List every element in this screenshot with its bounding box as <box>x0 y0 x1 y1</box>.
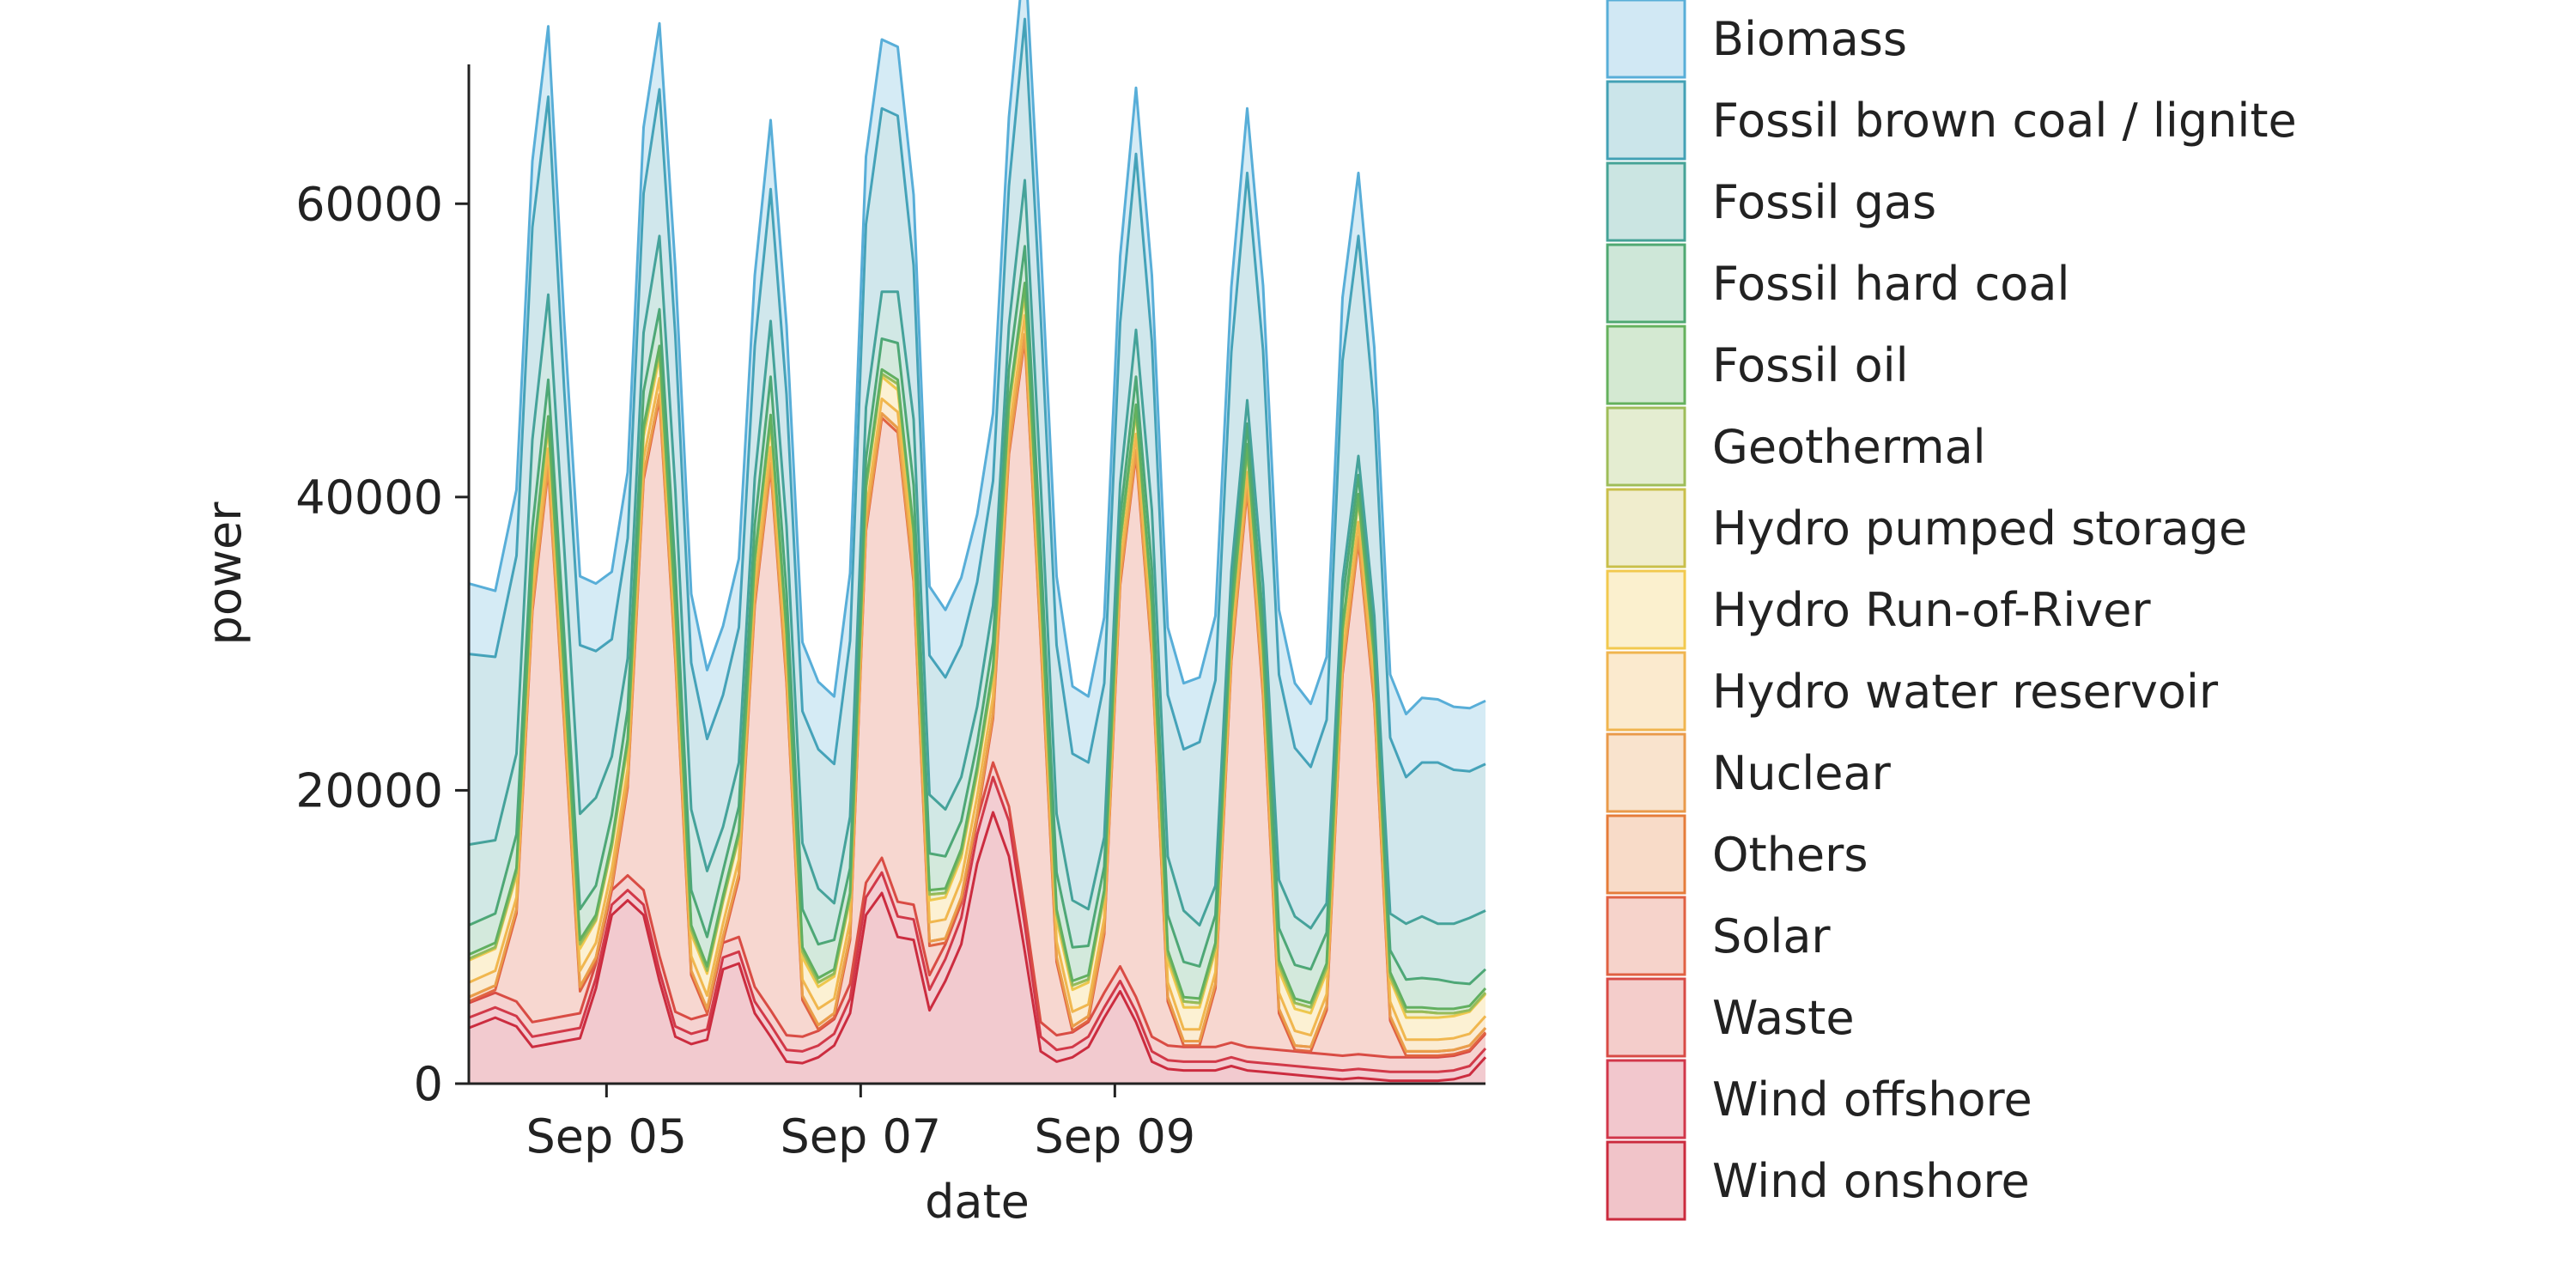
legend-swatch <box>1606 651 1686 732</box>
line-wind-onshore <box>468 811 1487 1083</box>
line-fossil-gas <box>468 179 1486 930</box>
line-biomass <box>468 0 1486 716</box>
legend-label: Wind offshore <box>1712 1072 2032 1127</box>
legend-swatch <box>1606 80 1686 161</box>
line-fossil-brown-coal-lignite <box>468 17 1486 779</box>
area-solar <box>469 338 1485 1058</box>
legend-label: Solar <box>1712 909 1831 963</box>
legend-swatch <box>1606 161 1686 242</box>
legend-label: Hydro water reservoir <box>1712 665 2219 719</box>
legend-label: Fossil oil <box>1712 338 1909 392</box>
x-tick-label: Sep 09 <box>1035 1109 1196 1163</box>
legend-item-waste: Waste <box>1606 977 1855 1058</box>
line-fossil-hard-coal <box>468 245 1487 986</box>
legend-item-solar: Solar <box>1606 896 1831 976</box>
legend-item-geothermal: Geothermal <box>1606 406 1986 487</box>
x-tick-label: Sep 05 <box>526 1109 688 1163</box>
legend-label: Wind onshore <box>1712 1154 2030 1208</box>
legend: Biomass Fossil brown coal / lignite Fossil… <box>1606 0 2297 1221</box>
legend-swatch <box>1606 0 1686 79</box>
legend-item-fossil-brown-coal-lignite: Fossil brown coal / lignite <box>1606 80 2297 161</box>
legend-item-fossil-oil: Fossil oil <box>1606 325 1909 405</box>
line-waste <box>468 761 1487 1059</box>
y-tick-label: 60000 <box>295 177 443 231</box>
x-tick-label: Sep 07 <box>781 1109 942 1163</box>
line-fossil-oil <box>468 282 1487 1011</box>
legend-item-biomass: Biomass <box>1606 0 1907 79</box>
y-tick-label: 40000 <box>295 471 443 525</box>
area-fossil-brown-coal-lignite <box>469 19 1485 929</box>
y-tick-label: 0 <box>414 1057 443 1111</box>
legend-swatch <box>1606 814 1686 895</box>
legend-label: Others <box>1712 828 1868 882</box>
legend-item-wind-onshore: Wind onshore <box>1606 1140 2030 1221</box>
legend-swatch <box>1606 488 1686 568</box>
x-ticks: Sep 05 Sep 07 Sep 09 <box>526 1084 1196 1163</box>
legend-swatch <box>1606 243 1686 324</box>
y-ticks: 0 20000 40000 60000 <box>295 177 469 1111</box>
area-wind-onshore <box>469 812 1485 1084</box>
legend-item-hydro-run-of-river: Hydro Run-of-River <box>1606 569 2151 650</box>
legend-swatch <box>1606 732 1686 813</box>
legend-label: Geothermal <box>1712 420 1986 474</box>
line-nuclear <box>468 332 1487 1053</box>
legend-label: Hydro Run-of-River <box>1712 583 2151 637</box>
legend-label: Nuclear <box>1712 746 1892 800</box>
legend-item-fossil-hard-coal: Fossil hard coal <box>1606 243 2069 324</box>
legend-label: Biomass <box>1712 12 1907 66</box>
legend-label: Fossil hard coal <box>1712 257 2069 311</box>
legend-item-hydro-water-reservoir: Hydro water reservoir <box>1606 651 2219 732</box>
legend-swatch <box>1606 896 1686 976</box>
legend-item-fossil-gas: Fossil gas <box>1606 161 1936 242</box>
legend-item-wind-offshore: Wind offshore <box>1606 1059 2032 1139</box>
x-axis-label: date <box>925 1175 1030 1229</box>
y-tick-label: 20000 <box>295 763 443 817</box>
legend-label: Fossil gas <box>1712 175 1936 229</box>
legend-swatch <box>1606 325 1686 405</box>
legend-swatch <box>1606 406 1686 487</box>
line-hydro-water-reservoir <box>468 313 1487 1042</box>
legend-label: Waste <box>1712 991 1855 1045</box>
axes <box>467 64 1485 1085</box>
legend-swatch <box>1606 569 1686 650</box>
legend-swatch <box>1606 977 1686 1058</box>
legend-item-nuclear: Nuclear <box>1606 732 1892 813</box>
legend-label: Fossil brown coal / lignite <box>1712 94 2297 148</box>
legend-label: Hydro pumped storage <box>1712 501 2247 556</box>
y-axis-label: power <box>197 501 252 646</box>
legend-item-hydro-pumped-storage: Hydro pumped storage <box>1606 488 2247 568</box>
legend-item-others: Others <box>1606 814 1868 895</box>
area-layers <box>468 0 1487 1084</box>
line-wind-offshore <box>468 775 1487 1073</box>
legend-swatch <box>1606 1140 1686 1221</box>
legend-swatch <box>1606 1059 1686 1139</box>
